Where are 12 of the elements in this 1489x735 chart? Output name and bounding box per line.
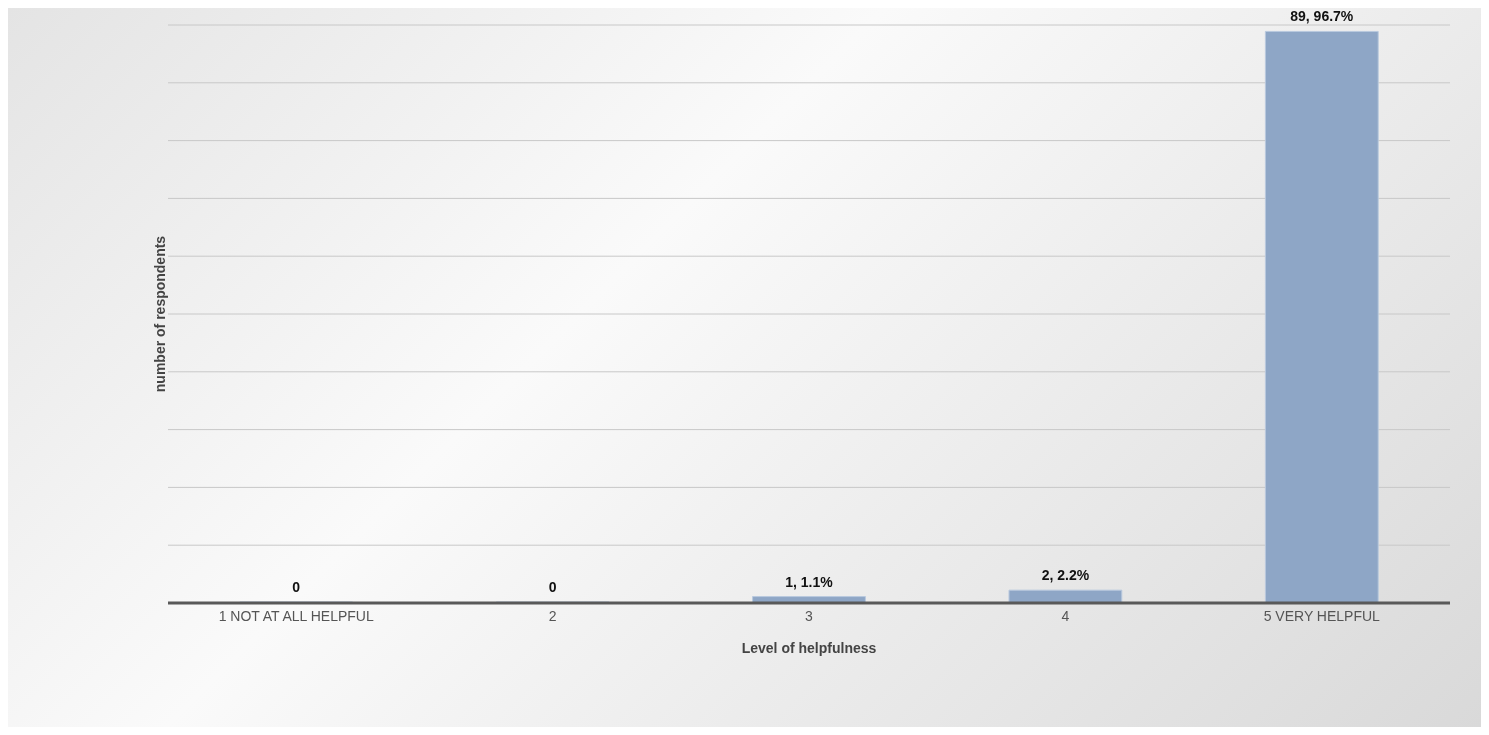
x-tick-label: 4 bbox=[1061, 607, 1070, 624]
data-label: 0 bbox=[548, 579, 557, 595]
x-tick-label: 2 bbox=[548, 607, 557, 624]
y-axis-title: number of respondents bbox=[151, 235, 168, 393]
data-label: 1, 1.1% bbox=[785, 573, 834, 590]
x-tick-label: 3 bbox=[805, 607, 814, 624]
x-axis-title: Level of helpfulness bbox=[741, 640, 877, 656]
x-tick-label: 5 VERY HELPFUL bbox=[1263, 607, 1381, 624]
data-label: 2, 2.2% bbox=[1041, 567, 1090, 584]
data-label: 0 bbox=[292, 579, 301, 595]
x-tick-label: 1 NOT AT ALL HELPFUL bbox=[218, 607, 374, 624]
data-label: 89, 96.7% bbox=[1290, 8, 1354, 25]
